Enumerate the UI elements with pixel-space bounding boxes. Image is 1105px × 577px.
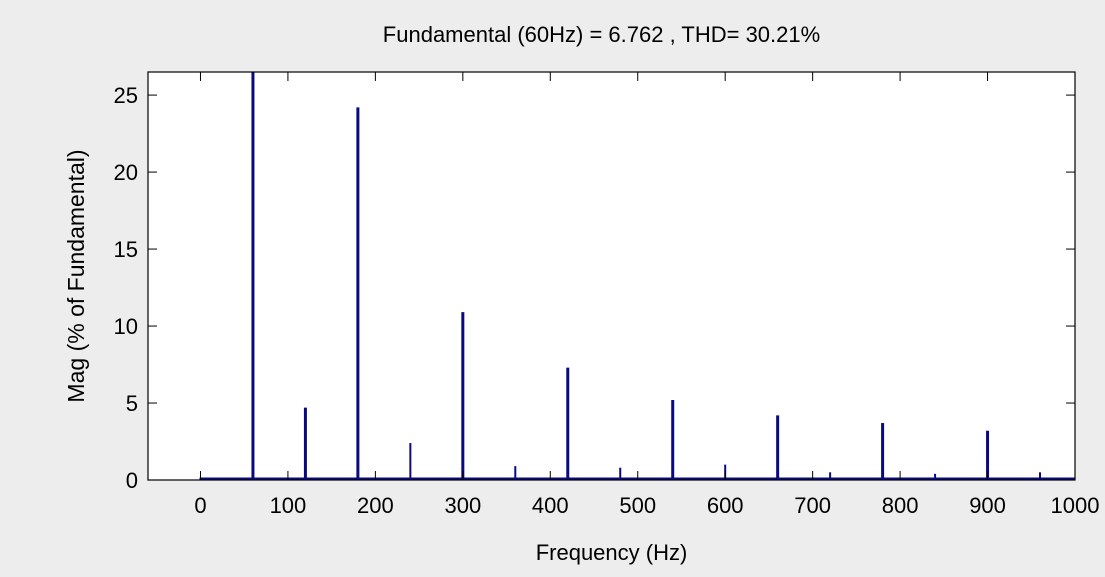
x-tick-label: 700 <box>794 493 831 518</box>
y-tick-label: 15 <box>114 237 138 262</box>
x-tick-label: 600 <box>707 493 744 518</box>
x-tick-label: 200 <box>357 493 394 518</box>
plot-area <box>148 72 1075 480</box>
plot-frame <box>147 71 1076 481</box>
y-tick-label: 0 <box>126 468 138 493</box>
x-tick-label: 0 <box>194 493 206 518</box>
y-tick-label: 5 <box>126 391 138 416</box>
x-tick-label: 800 <box>882 493 919 518</box>
tick-labels-layer: 0 100 200 300 400 500 600 700 800 900 1000 0 5 10 15 20… <box>114 83 1100 518</box>
y-tick-label: 25 <box>114 83 138 108</box>
x-axis-label: Frequency (Hz) <box>536 540 688 565</box>
x-tick-label: 400 <box>532 493 569 518</box>
x-tick-label: 300 <box>444 493 481 518</box>
chart-title: Fundamental (60Hz) = 6.762 , THD= 30.21% <box>383 22 820 47</box>
y-tick-label: 20 <box>114 160 138 185</box>
x-tick-label: 100 <box>270 493 307 518</box>
x-tick-label: 500 <box>619 493 656 518</box>
x-tick-label: 900 <box>969 493 1006 518</box>
y-tick-label: 10 <box>114 314 138 339</box>
y-axis-label: Mag (% of Fundamental) <box>63 149 89 402</box>
x-tick-label: 1000 <box>1051 493 1100 518</box>
